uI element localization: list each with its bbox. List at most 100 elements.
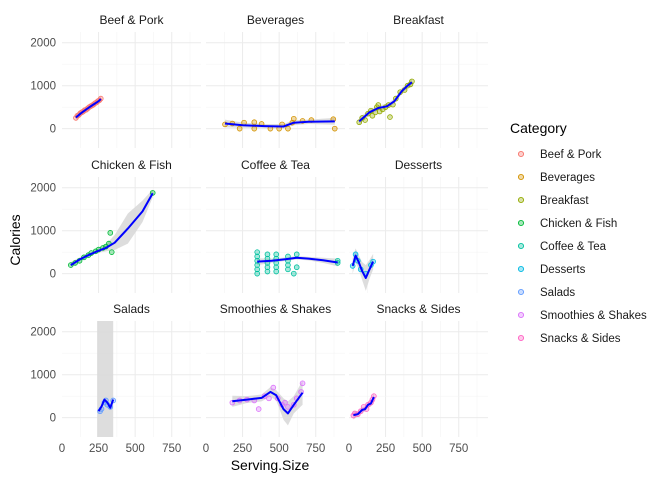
legend-label: Beef & Pork: [540, 149, 602, 161]
facet-title: Smoothies & Shakes: [220, 302, 331, 316]
grid: [62, 32, 201, 148]
legend-label: Desserts: [540, 264, 586, 276]
facet-title: Breakfast: [393, 13, 444, 27]
grid: [62, 321, 201, 437]
panels-layer: Beef & Pork 0 1000 2000 Beverages Breakfast Ch…: [30, 13, 488, 455]
data-point: [290, 115, 297, 122]
data-point: [264, 264, 271, 271]
legend-label: Beverages: [540, 172, 595, 184]
data-point: [236, 125, 243, 132]
facet-title: Coffee & Tea: [241, 158, 310, 172]
data-point: [293, 251, 300, 258]
x-tick-label: 0: [346, 443, 352, 455]
smooth-line: [97, 398, 115, 412]
data-point: [254, 262, 261, 268]
facet-salads: [62, 321, 201, 437]
data-point: [254, 270, 261, 277]
data-point: [285, 266, 291, 273]
grid: [206, 32, 345, 148]
x-tick-label: 250: [376, 443, 395, 455]
x-tick-label: 750: [306, 443, 325, 455]
data-point: [387, 114, 393, 120]
data-point: [285, 404, 291, 410]
confidence-ribbon: [232, 380, 303, 426]
smooth-line: [75, 98, 102, 119]
y-tick-label: 1000: [30, 370, 56, 382]
data-point: [273, 251, 280, 258]
x-tick-label: 0: [59, 443, 65, 455]
data-point: [255, 406, 262, 412]
y-tick-label: 1000: [30, 226, 56, 238]
legend-label: Chicken & Fish: [540, 218, 617, 230]
facet-desserts: [349, 177, 488, 293]
grid: [349, 32, 488, 148]
data-point: [362, 117, 368, 123]
data-point: [273, 264, 280, 271]
legend-key: [517, 242, 525, 250]
y-tick-label: 2000: [30, 327, 56, 339]
data-point: [251, 119, 258, 126]
data-point: [270, 384, 277, 391]
legend-key: [517, 219, 525, 227]
legend-key: [517, 265, 525, 273]
facet-snacks-and-sides: [349, 321, 488, 437]
smooth-line: [351, 254, 375, 279]
facet-title: Snacks & Sides: [376, 302, 460, 316]
y-tick-label: 0: [50, 124, 56, 136]
facet-beverages: [206, 32, 345, 148]
data-point: [285, 262, 291, 268]
legend-label: Breakfast: [540, 195, 589, 207]
legend-key: [517, 150, 525, 158]
legend-label: Coffee & Tea: [540, 241, 607, 253]
facet-coffee-and-tea: [206, 177, 345, 293]
facet-title: Desserts: [395, 158, 442, 172]
grid: [206, 177, 345, 293]
y-tick-label: 0: [50, 413, 56, 425]
confidence-ribbon: [97, 321, 114, 437]
legend-label: Salads: [540, 287, 575, 299]
x-tick-label: 500: [270, 443, 289, 455]
smooth-line: [358, 81, 413, 123]
data-point: [251, 125, 258, 132]
legend: Category Beef & Pork Beverages Breakfast Ch…: [510, 120, 647, 345]
legend-key: [517, 196, 525, 204]
grid: [349, 321, 488, 437]
data-point: [299, 380, 306, 387]
facet-title: Chicken & Fish: [91, 158, 172, 172]
y-axis-title: Calories: [7, 214, 23, 265]
facet-title: Beef & Pork: [99, 13, 164, 27]
x-tick-label: 250: [89, 443, 108, 455]
legend-key: [517, 311, 525, 319]
legend-title: Category: [510, 120, 567, 136]
data-point: [254, 253, 261, 260]
facet-breakfast: [349, 32, 488, 148]
legend-key: [517, 173, 525, 181]
smooth-line: [353, 396, 375, 417]
smooth-line: [257, 256, 338, 264]
x-tick-label: 750: [162, 443, 181, 455]
x-tick-label: 500: [413, 443, 432, 455]
facet-title: Salads: [113, 302, 150, 316]
smooth-line: [70, 192, 154, 266]
facet-smoothies-and-shakes: [206, 321, 345, 437]
smooth-line: [232, 390, 304, 415]
data-point: [369, 112, 376, 119]
data-point: [254, 249, 261, 255]
data-point: [264, 251, 271, 258]
x-tick-label: 750: [449, 443, 468, 455]
x-tick-label: 500: [126, 443, 145, 455]
x-axis-title: Serving.Size: [231, 457, 310, 473]
facet-beef-and-pork: [62, 32, 201, 148]
data-point: [331, 125, 338, 132]
data-point: [264, 268, 271, 275]
data-point: [282, 399, 288, 406]
y-tick-label: 2000: [30, 38, 56, 50]
legend-key: [517, 288, 525, 296]
data-point: [273, 268, 280, 275]
legend-label: Snacks & Sides: [540, 333, 621, 345]
data-point: [107, 230, 114, 236]
data-point: [285, 125, 291, 132]
data-point: [293, 264, 300, 271]
